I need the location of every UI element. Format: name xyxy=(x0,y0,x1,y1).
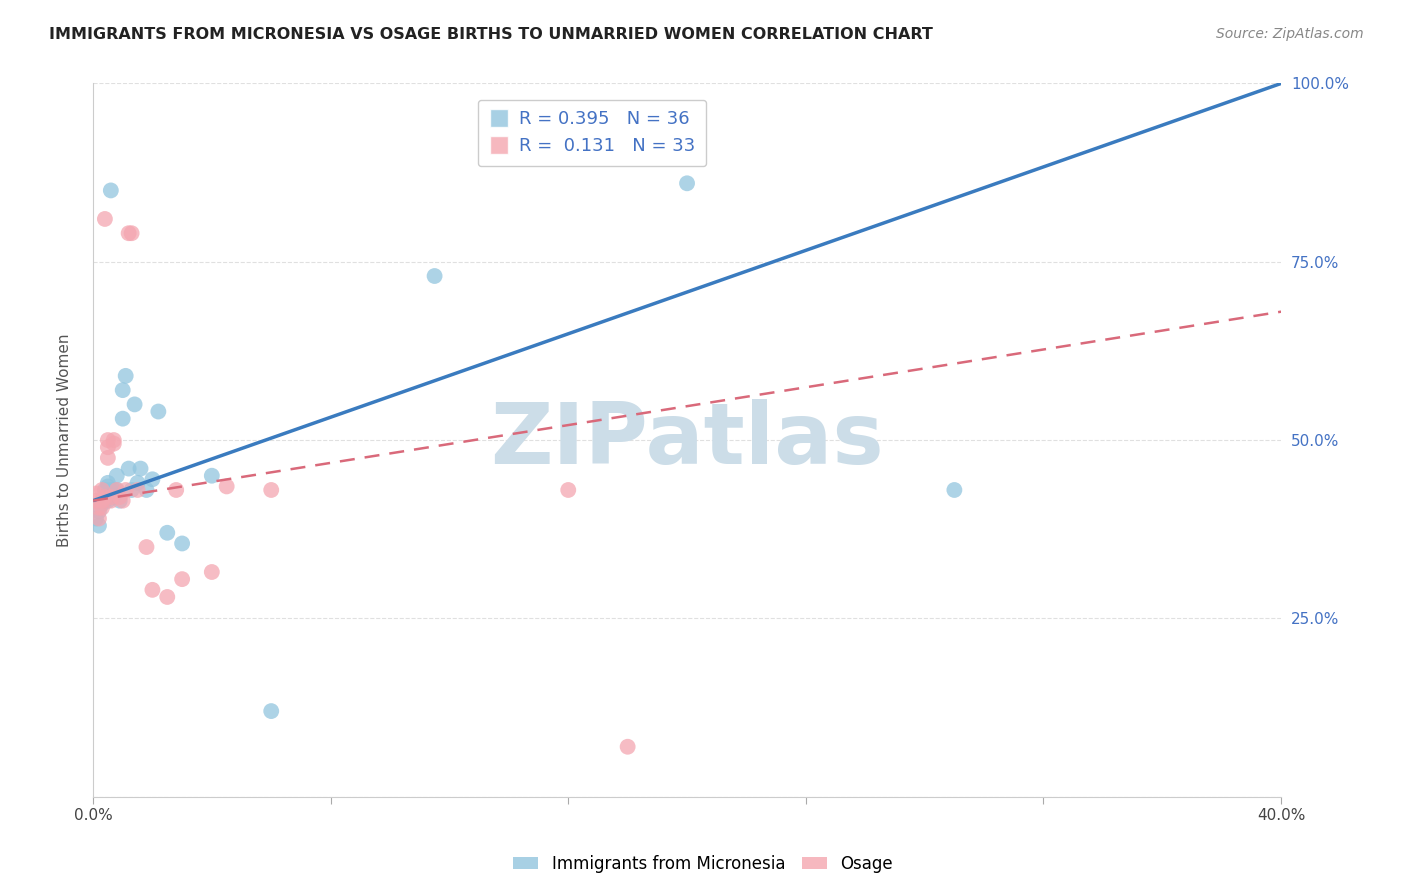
Point xyxy=(156,590,179,604)
Point xyxy=(97,433,120,447)
Point xyxy=(114,483,136,497)
Point xyxy=(94,483,117,497)
Point xyxy=(557,483,579,497)
Point xyxy=(141,472,163,486)
Point xyxy=(105,483,128,497)
Point xyxy=(97,450,120,465)
Point xyxy=(111,383,134,397)
Point xyxy=(103,436,125,450)
Point xyxy=(97,440,120,454)
Point xyxy=(103,490,125,504)
Point xyxy=(118,226,141,240)
Point xyxy=(127,475,149,490)
Point xyxy=(260,483,283,497)
Point xyxy=(97,475,120,490)
Point xyxy=(100,483,122,497)
Text: ZIPatlas: ZIPatlas xyxy=(491,399,884,482)
Point xyxy=(148,404,170,418)
Point xyxy=(100,490,122,504)
Point xyxy=(127,483,149,497)
Point xyxy=(124,397,146,411)
Point xyxy=(172,572,194,586)
Point xyxy=(97,493,120,508)
Point xyxy=(87,504,110,518)
Point xyxy=(135,483,157,497)
Point xyxy=(90,493,112,508)
Point xyxy=(121,226,143,240)
Point xyxy=(94,493,117,508)
Point xyxy=(616,739,638,754)
Point xyxy=(103,483,125,497)
Legend: Immigrants from Micronesia, Osage: Immigrants from Micronesia, Osage xyxy=(506,848,900,880)
Point xyxy=(97,479,120,493)
Point xyxy=(100,493,122,508)
Point xyxy=(111,493,134,508)
Point xyxy=(260,704,283,718)
Point xyxy=(87,518,110,533)
Point xyxy=(87,500,110,515)
Point xyxy=(108,493,131,508)
Point xyxy=(135,540,157,554)
Y-axis label: Births to Unmarried Women: Births to Unmarried Women xyxy=(58,334,72,547)
Point xyxy=(90,500,112,515)
Point xyxy=(423,268,446,283)
Point xyxy=(90,483,112,497)
Point xyxy=(103,433,125,447)
Point xyxy=(94,211,117,226)
Text: IMMIGRANTS FROM MICRONESIA VS OSAGE BIRTHS TO UNMARRIED WOMEN CORRELATION CHART: IMMIGRANTS FROM MICRONESIA VS OSAGE BIRT… xyxy=(49,27,934,42)
Point xyxy=(94,490,117,504)
Point xyxy=(141,582,163,597)
Point xyxy=(100,183,122,197)
Point xyxy=(129,461,152,475)
Point xyxy=(87,511,110,525)
Point xyxy=(676,176,699,190)
Point xyxy=(90,497,112,511)
Point xyxy=(114,368,136,383)
Point xyxy=(105,483,128,497)
Point xyxy=(84,493,107,508)
Point xyxy=(215,479,238,493)
Point xyxy=(201,565,224,579)
Point xyxy=(94,490,117,504)
Text: Source: ZipAtlas.com: Source: ZipAtlas.com xyxy=(1216,27,1364,41)
Point xyxy=(105,468,128,483)
Point xyxy=(84,486,107,500)
Point xyxy=(111,411,134,425)
Point xyxy=(121,483,143,497)
Point xyxy=(172,536,194,550)
Point xyxy=(156,525,179,540)
Point xyxy=(90,493,112,508)
Point xyxy=(108,490,131,504)
Legend: R = 0.395   N = 36, R =  0.131   N = 33: R = 0.395 N = 36, R = 0.131 N = 33 xyxy=(478,100,706,166)
Point xyxy=(118,461,141,475)
Point xyxy=(943,483,966,497)
Point xyxy=(84,511,107,525)
Point xyxy=(201,468,224,483)
Point xyxy=(165,483,187,497)
